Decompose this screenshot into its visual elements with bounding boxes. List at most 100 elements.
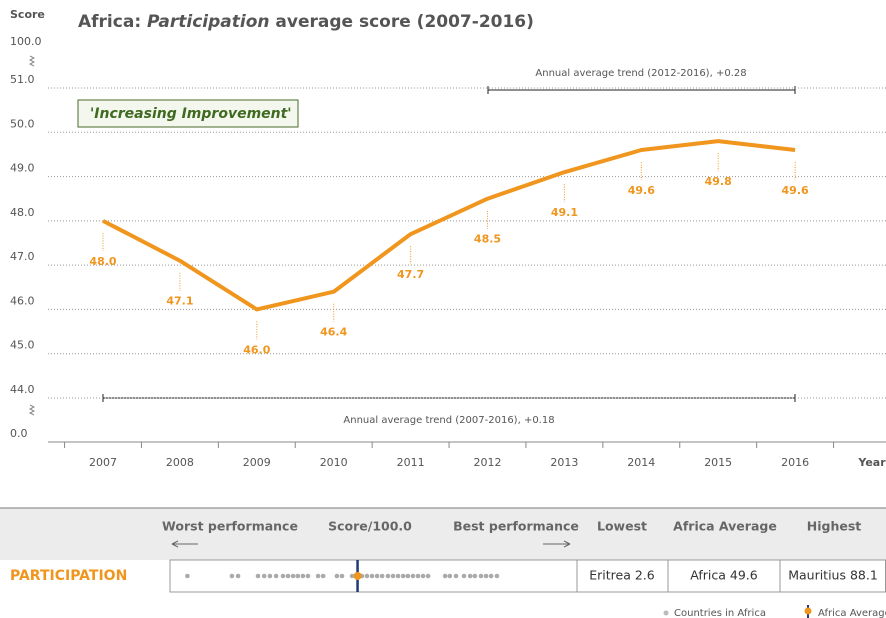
header: Worst performance [162,519,298,534]
x-tick-label: 2013 [550,456,578,469]
country-dot [453,573,459,579]
data-label: 47.7 [397,268,424,281]
country-dot [488,573,494,579]
x-axis-label: Year [857,456,886,469]
country-dot [300,573,306,579]
legend-label: Africa Average [818,608,886,618]
country-dot [461,573,467,579]
country-dot [447,573,453,579]
country-dot [467,573,473,579]
data-label: 49.6 [628,184,655,197]
country-dot [315,573,321,579]
country-dot [442,573,448,579]
badge-box [77,99,299,128]
country-dot [235,573,241,579]
cell [576,559,669,593]
badge: 'Increasing Improvement' [90,106,292,122]
cell [779,559,886,593]
indicator: PARTICIPATION [10,568,127,584]
country-dot [320,573,326,579]
header: Lowest [597,519,647,534]
y-tick-label: 51.0 [10,73,35,86]
country-dot [425,573,431,579]
chart-title: Africa: Participation average score (200… [78,12,534,32]
x-tick-label: 2009 [243,456,271,469]
data-label: 46.4 [320,326,347,339]
x-tick-label: 2008 [166,456,194,469]
country-dot [305,573,311,579]
header: Score/100.0 [328,519,412,534]
country-dot [390,573,396,579]
line [102,139,796,312]
country-dot [374,573,380,579]
x-tick-label: 2011 [397,456,425,469]
y-tick-label: 45.0 [10,339,35,352]
y-tick-label: 47.0 [10,250,35,263]
country-dot [385,573,391,579]
y-tick-label: 100.0 [10,35,42,48]
trend-label: Annual average trend (2012-2016), +0.28 [535,68,746,79]
country-dot [255,573,261,579]
country-dot [364,573,370,579]
country-dot [261,573,267,579]
country-dot [494,573,500,579]
y-tick-label: 48.0 [10,206,35,219]
x-tick-label: 2016 [781,456,809,469]
country-dot [410,573,416,579]
x-tick-label: 2015 [704,456,732,469]
x-tick-label: 2014 [627,456,655,469]
y-tick-label: 50.0 [10,117,35,130]
y-tick-label: 49.0 [10,162,35,175]
cell [667,559,781,593]
country-dot [280,573,286,579]
country-dot [415,573,421,579]
country-dot [472,573,478,579]
data-label: 48.0 [89,255,116,268]
table-header-bg [0,508,886,560]
x-tick-label: 2012 [474,456,502,469]
country-dot [405,573,411,579]
y-axis-label: Score [10,8,45,21]
header: Highest [807,519,862,534]
axis-break [28,55,36,67]
country-dot [229,573,235,579]
country-dot [285,573,291,579]
axis-break [28,404,36,416]
average: Africa 49.6 [690,568,758,583]
arrow [171,540,198,548]
lowest: Eritrea 2.6 [589,568,655,583]
country-dot [334,573,340,579]
country-dot [267,573,273,579]
data-label: 47.1 [166,295,193,308]
legend-dot [663,610,669,616]
country-dot [273,573,279,579]
country-dot [369,573,375,579]
country-dot [483,573,489,579]
title-part: average score (2007-2016) [270,12,534,32]
legend-label: Countries in Africa [674,608,766,618]
data-label: 46.0 [243,343,270,356]
country-dot [379,573,385,579]
legend-marker [804,607,812,615]
arrow [543,540,571,548]
country-dot [395,573,401,579]
trend-label: Annual average trend (2007-2016), +0.18 [343,415,554,426]
country-dot [339,573,345,579]
title-part: Participation [147,12,269,32]
country-dot [420,573,426,579]
country-dot [290,573,296,579]
y-tick-label: 44.0 [10,383,35,396]
x-tick-label: 2010 [320,456,348,469]
average-marker [353,572,362,580]
header: Best performance [453,519,579,534]
header: Africa Average [673,519,777,534]
y-tick-label: 0.0 [10,427,28,440]
title-part: Africa: [78,12,147,32]
country-dot [349,573,355,579]
data-label: 49.8 [705,175,732,188]
country-dot [400,573,406,579]
trend-line [487,86,796,94]
data-label: 49.6 [782,184,809,197]
country-dot [478,573,484,579]
x-tick-label: 2007 [89,456,117,469]
